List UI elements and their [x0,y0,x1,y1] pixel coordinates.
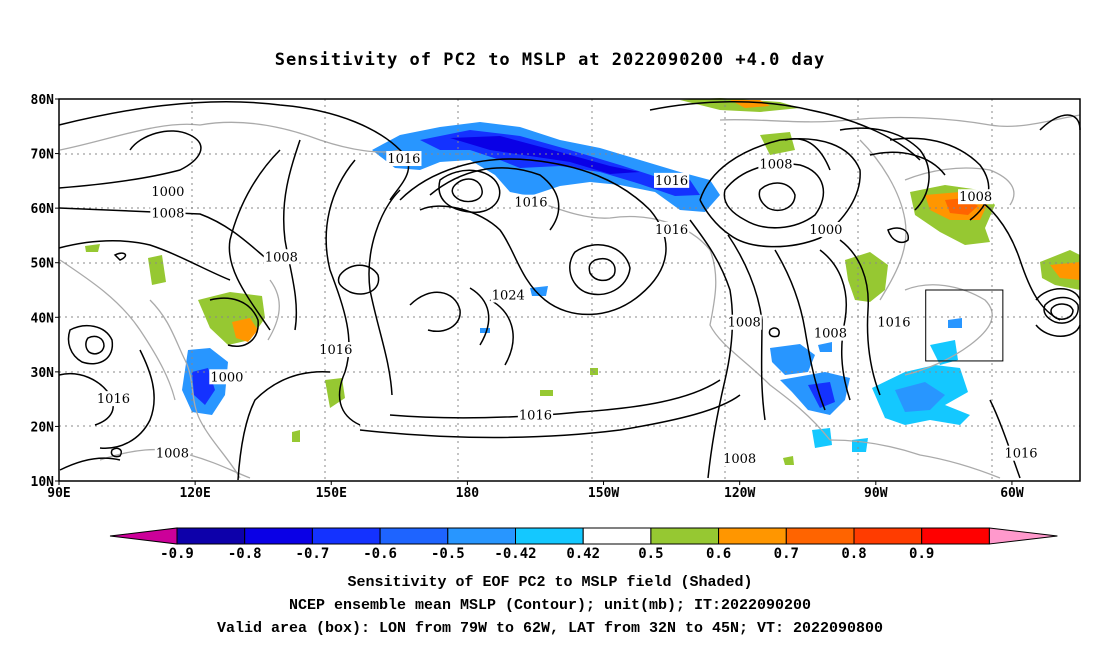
contour-label: 1016 [519,409,552,424]
contour-label: 1016 [655,174,688,189]
colorbar-label: 0.9 [909,546,934,562]
colorbar-swatch [176,527,246,545]
lat-tick-label: 70N [31,148,55,163]
caption-line-2: NCEP ensemble mean MSLP (Contour); unit(… [288,597,812,614]
colorbar-label: 0.8 [841,546,866,562]
contour-label-bg [722,451,758,467]
contour-label-bg [150,205,186,221]
colorbar-label: -0.42 [494,546,536,562]
contour-label-bg [958,189,994,205]
contour-label-bg [150,183,186,199]
colorbar-label: 0.5 [638,546,663,562]
contour-label: 1016 [97,392,130,407]
contour-label-bg [726,314,762,330]
contour-label-bg [263,249,299,265]
colorbar-swatch [311,527,381,545]
caption-line-3: Valid area (box): LON from 79W to 62W, L… [216,620,884,637]
colorbar-label: 0.7 [774,546,799,562]
colorbar-swatch [718,527,787,545]
colorbar-label: -0.5 [431,546,465,562]
contour-label: 1000 [151,185,184,200]
lat-tick-label: 40N [31,311,55,326]
colorbar-swatch [650,527,720,545]
lon-tick-label: 150E [316,486,347,501]
colorbar-label: -0.6 [363,546,397,562]
contour-label-bg [758,156,794,172]
contour-label-bg [808,221,844,237]
contour-label: 1024 [492,288,525,303]
contour-label-bg [812,325,849,341]
colorbar-swatch [582,527,652,545]
lat-tick-label: 80N [31,93,55,108]
contour-label-bg [876,314,912,330]
lat-tick-label: 20N [31,420,55,435]
colorbar-swatch [379,527,449,545]
mslp-contours [58,100,1081,481]
contour-label: 1016 [387,152,420,167]
valid-area-box [925,289,1004,362]
contour-label: 1008 [759,157,792,172]
map-title: Sensitivity of PC2 to MSLP at 2022090200… [274,50,826,70]
shading-layer [85,98,1080,465]
colorbar-swatch [853,527,923,545]
contour-label: 1000 [809,223,842,238]
contour-label-bg [513,194,549,210]
colorbar-swatch [785,527,855,545]
caption-line-1: Sensitivity of EOF PC2 to MSLP field (Sh… [347,574,753,591]
contour-label: 1000 [210,370,243,385]
contour-label-bg [154,445,191,461]
contour-label-bg [386,151,422,167]
contour-label: 1016 [655,223,688,238]
longitude-labels: 90E 120E 150E 180 150W 120W 90W 60W [47,481,1024,501]
map-frame [58,98,1081,482]
coastline-layer [59,114,1081,479]
lon-tick-label: 60W [1000,486,1024,501]
colorbar-swatch [447,527,516,545]
contour-label: 1016 [877,316,910,331]
colorbar-label: -0.8 [228,546,262,562]
lon-tick-label: 150W [588,486,619,501]
colorbar-over-triangle [988,527,1058,545]
contour-label: 1016 [319,343,352,358]
contour-label: 1008 [959,190,992,205]
colorbar-swatch [244,527,313,545]
lat-tick-label: 30N [31,366,55,381]
contour-label-bg [318,342,354,358]
contour-label-bg [654,221,690,237]
contour-label: 1008 [265,250,298,265]
colorbar-label: 0.6 [706,546,731,562]
contour-label: 1008 [156,447,189,462]
lon-tick-label: 90W [864,486,888,501]
colorbar-label: -0.9 [160,546,194,562]
lat-tick-label: 50N [31,257,55,272]
contour-label-bg [1003,445,1039,461]
lon-tick-label: 90E [47,486,70,501]
contour-label-bg [490,287,526,303]
contour-labels: 1016 1000 1008 1008 1016 1016 1008 1016 1000 1008… [95,151,1039,467]
lon-tick-label: 120E [179,486,210,501]
contour-label-bg [517,407,554,423]
lat-tick-label: 60N [31,202,55,217]
contour-label: 1016 [514,196,547,211]
contour-label: 1008 [723,452,756,467]
colorbar-label: -0.7 [296,546,330,562]
contour-label-bg [95,391,132,407]
contour-label: 1016 [1004,447,1037,462]
contour-label: 1008 [814,327,847,342]
colorbar-under-triangle [109,527,178,545]
lon-tick-label: 120W [724,486,755,501]
lat-tick-label: 10N [31,475,55,490]
contour-label: 1008 [728,316,761,331]
contour-label: 1008 [151,207,184,222]
contour-label-bg [654,172,690,188]
colorbar-swatch [515,527,584,545]
lon-tick-label: 180 [456,486,480,501]
colorbar: -0.9 -0.8 -0.7 -0.6 -0.5 -0.42 0.42 0.5 0.6 0.7 0.… [109,527,1058,562]
contour-label-bg [209,369,245,385]
latitude-labels: 80N 70N 60N 50N 40N 30N 20N 10N [31,93,59,490]
colorbar-swatch [921,527,990,545]
colorbar-label: 0.42 [566,546,600,562]
